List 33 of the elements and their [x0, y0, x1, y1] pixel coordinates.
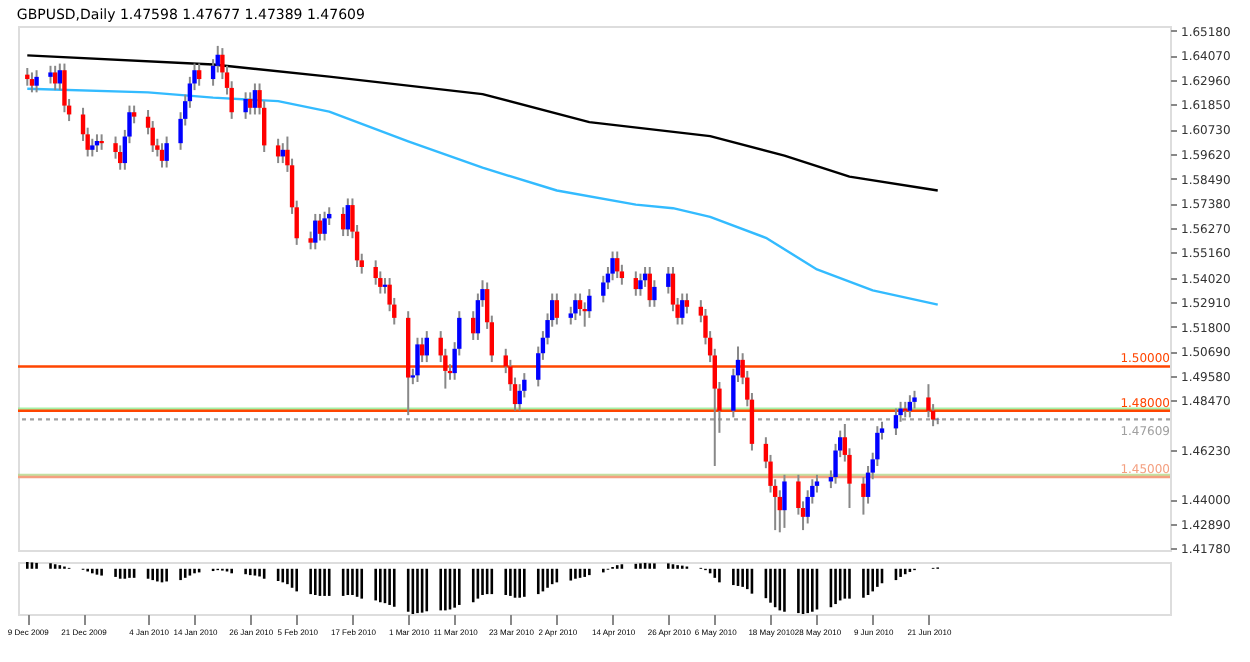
candlestick — [782, 473, 787, 529]
candlestick — [415, 336, 420, 383]
candlestick — [317, 212, 323, 242]
candlestick — [275, 137, 281, 165]
candlestick — [322, 210, 327, 242]
candlestick — [587, 288, 592, 319]
candlestick — [554, 292, 560, 326]
candlestick — [62, 62, 67, 114]
candlestick — [164, 135, 169, 169]
line-series — [26, 54, 939, 192]
candlestick — [926, 383, 931, 419]
candlestick — [680, 292, 685, 326]
candlestick — [601, 274, 606, 304]
candlestick — [52, 64, 58, 92]
line-series — [26, 87, 939, 306]
candlestick — [248, 91, 253, 116]
candlestick — [638, 272, 643, 297]
candlestick — [243, 91, 248, 120]
candlestick — [159, 142, 165, 169]
candlestick — [633, 270, 639, 297]
candlestick — [893, 407, 899, 437]
candlestick — [373, 259, 378, 286]
candlestick — [196, 62, 202, 87]
candlestick — [313, 212, 318, 251]
candlestick — [610, 250, 615, 282]
candlestick — [34, 69, 39, 94]
candlestick — [252, 82, 258, 116]
candlestick — [29, 71, 35, 94]
candlestick — [99, 133, 104, 151]
candlestick — [573, 292, 578, 322]
candlestick — [615, 250, 620, 280]
candlestick — [907, 394, 913, 419]
candlestick — [345, 197, 351, 238]
